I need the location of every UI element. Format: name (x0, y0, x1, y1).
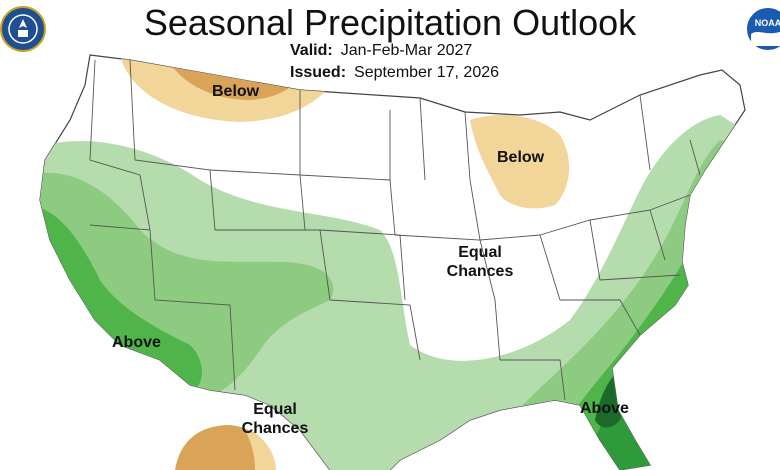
page-title: Seasonal Precipitation Outlook (143, 2, 637, 43)
label-above-west: Above (112, 334, 161, 351)
label-equal-chances-south-line1: Equal (253, 401, 297, 418)
state-boundaries (89, 59, 701, 401)
outlook-meta: Valid: Jan-Feb-Mar 2027 Issued: September … (290, 40, 499, 84)
label-equal-chances-south: Equal Chances (235, 400, 315, 438)
label-below-great-lakes: Below (497, 149, 545, 166)
label-equal-chances-central-line2: Chances (446, 263, 514, 280)
label-above-southeast: Above (580, 400, 629, 417)
valid-label: Valid: (290, 42, 333, 59)
issued-label: Issued: (290, 64, 347, 81)
label-equal-chances-south-line2: Chances (241, 420, 309, 437)
noaa-logo-icon: NOAA (745, 6, 780, 52)
label-below-north: Below (212, 83, 260, 100)
label-equal-chances-central-line1: Equal (458, 244, 502, 261)
below-region-great-lakes (470, 115, 570, 209)
issued-value: September 17, 2026 (354, 64, 500, 81)
valid-row: Valid: Jan-Feb-Mar 2027 (290, 40, 499, 62)
below-region-mexico-light (245, 430, 276, 470)
commerce-seal-icon (0, 6, 46, 52)
noaa-logo-text: NOAA (755, 18, 780, 28)
label-equal-chances-central: Equal Chances (440, 243, 520, 281)
valid-value: Jan-Feb-Mar 2027 (340, 42, 473, 59)
issued-row: Issued: September 17, 2026 (290, 62, 499, 84)
